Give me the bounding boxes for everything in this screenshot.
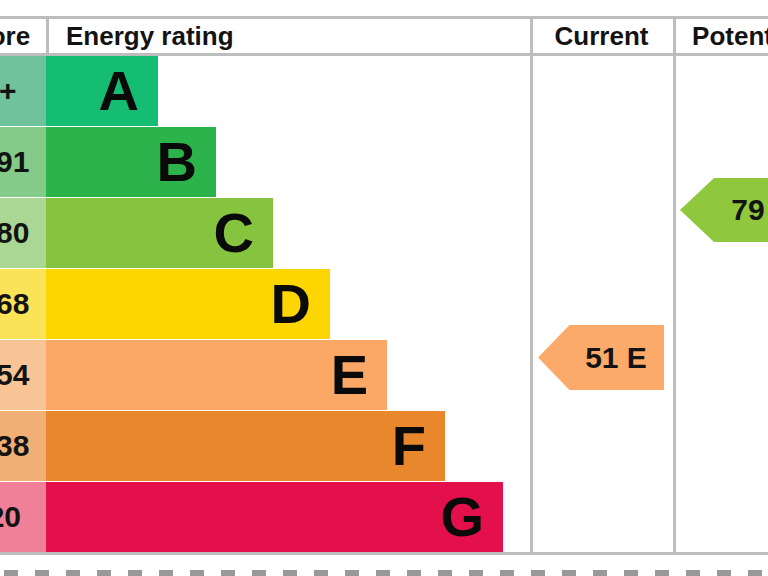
- band-bar-d: D: [46, 269, 330, 339]
- score-range-g: 1-20: [0, 482, 46, 552]
- score-range-f: 21-38: [0, 411, 46, 481]
- band-row-c: 69-80C: [0, 198, 768, 268]
- current-rating-label: 51 E: [585, 341, 647, 375]
- band-bar-f: F: [46, 411, 445, 481]
- band-row-g: 1-20G: [0, 482, 768, 552]
- band-row-b: 81-91B: [0, 127, 768, 197]
- band-bar-e: E: [46, 340, 387, 410]
- band-row-a: 92+A: [0, 56, 768, 126]
- band-bar-c: C: [46, 198, 273, 268]
- clipped-bottom-content-dashes: [4, 570, 764, 576]
- band-bar-g: G: [46, 482, 503, 552]
- table-bottom-border: [0, 552, 768, 555]
- score-range-e: 39-54: [0, 340, 46, 410]
- score-range-a: 92+: [0, 56, 46, 126]
- potential-rating-label: 79 C: [731, 193, 768, 227]
- score-range-c: 69-80: [0, 198, 46, 268]
- potential-column-header: Potential: [676, 19, 768, 53]
- band-bar-b: B: [46, 127, 216, 197]
- current-column-header: Current: [530, 19, 673, 53]
- band-bar-a: A: [46, 56, 158, 126]
- score-range-b: 81-91: [0, 127, 46, 197]
- energy-rating-column-header: Energy rating: [48, 19, 530, 53]
- band-row-f: 21-38F: [0, 411, 768, 481]
- score-column-header: Score: [0, 19, 52, 53]
- score-range-d: 55-68: [0, 269, 46, 339]
